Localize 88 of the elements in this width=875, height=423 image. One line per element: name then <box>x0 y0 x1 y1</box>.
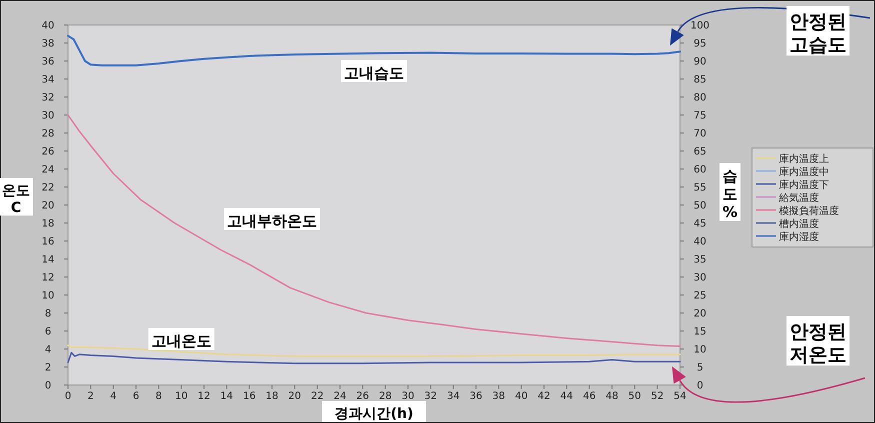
y2-tick-label: 100 <box>690 20 710 32</box>
y2-tick-label: 55 <box>694 182 706 194</box>
x-tick-label: 10 <box>174 391 188 402</box>
y2-tick-label: 5 <box>696 362 704 374</box>
y-tick-label: 16 <box>42 236 54 248</box>
legend-label: 庫内温度下 <box>779 179 829 191</box>
legend-label: 槽内温度 <box>779 218 819 230</box>
y2-tick-label: 30 <box>694 272 706 284</box>
y2-tick-label: 35 <box>694 254 706 266</box>
y-tick-label: 8 <box>44 308 52 320</box>
y-axis-title: 온도 C <box>2 183 30 216</box>
legend-label: 庫内温度中 <box>779 166 829 178</box>
x-tick-label: 24 <box>334 391 346 402</box>
x-tick-label: 0 <box>64 391 72 402</box>
y-tick-label: 6 <box>44 326 52 338</box>
y2-tick-label: 85 <box>694 74 706 86</box>
y2-axis-title: 습도 % <box>722 167 738 221</box>
y-tick-label: 10 <box>42 290 54 302</box>
x-tick-label: 18 <box>266 391 278 402</box>
x-tick-label: 22 <box>310 391 324 402</box>
y2-tick-label: 80 <box>694 92 706 104</box>
x-tick-label: 34 <box>446 391 460 402</box>
y-tick-label: 28 <box>42 128 54 140</box>
y2-tick-label: 25 <box>694 290 706 302</box>
y-tick-label: 24 <box>42 164 54 176</box>
x-tick-label: 12 <box>198 391 210 402</box>
x-tick-label: 8 <box>155 391 162 402</box>
y-tick-label: 2 <box>44 362 52 374</box>
y-tick-label: 38 <box>42 38 54 50</box>
legend-label: 給気温度 <box>778 192 819 204</box>
x-tick-label: 38 <box>492 391 506 402</box>
y-tick-label: 34 <box>42 74 54 86</box>
x-tick-label: 40 <box>514 391 528 402</box>
x-tick-label: 20 <box>288 391 302 402</box>
y2-tick-label: 90 <box>694 56 706 68</box>
annotation: 고내습도 <box>344 64 404 82</box>
legend-label: 庫内湿度 <box>779 231 819 243</box>
legend-label: 模擬負荷温度 <box>779 205 839 217</box>
y-tick-label: 12 <box>42 272 54 284</box>
line-series <box>67 114 681 348</box>
y-tick-label: 26 <box>42 146 54 158</box>
annotation: 고내부하온도 <box>227 212 317 230</box>
y2-tick-label: 95 <box>694 38 706 50</box>
y-tick-label: 20 <box>42 200 54 212</box>
x-tick-label: 28 <box>378 391 392 402</box>
y-tick-label: 18 <box>42 218 54 230</box>
y-tick-label: 14 <box>42 254 54 266</box>
x-tick-label: 6 <box>132 391 140 402</box>
y2-tick-label: 40 <box>694 236 706 248</box>
annotation: 고내온도 <box>151 332 212 350</box>
y2-tick-label: 70 <box>694 128 706 140</box>
x-tick-label: 36 <box>470 391 482 402</box>
line-series <box>67 34 681 66</box>
x-tick-label: 32 <box>424 391 438 402</box>
y2-tick-label: 60 <box>694 164 706 176</box>
y2-tick-label: 0 <box>696 380 704 392</box>
x-tick-label: 26 <box>356 391 370 402</box>
y-tick-label: 30 <box>42 110 54 122</box>
y2-tick-label: 65 <box>694 146 706 158</box>
y2-tick-label: 50 <box>694 200 706 212</box>
y-tick-label: 32 <box>42 92 54 104</box>
x-tick-label: 44 <box>560 391 574 402</box>
x-tick-label: 16 <box>242 391 256 402</box>
x-tick-label: 50 <box>628 391 642 402</box>
x-tick-label: 42 <box>538 391 550 402</box>
x-tick-label: 14 <box>220 391 234 402</box>
x-tick-label: 48 <box>606 391 618 402</box>
y2-tick-label: 45 <box>694 218 706 230</box>
y2-tick-label: 15 <box>694 326 706 338</box>
x-tick-label: 4 <box>110 391 117 402</box>
line-series <box>67 352 681 364</box>
y2-tick-label: 10 <box>694 344 706 356</box>
y-tick-label: 0 <box>44 380 52 392</box>
x-tick-label: 2 <box>87 391 94 402</box>
x-tick-label: 30 <box>402 391 414 402</box>
x-tick-label: 46 <box>582 391 596 402</box>
text: 안정된 고습도 <box>790 11 846 56</box>
x-tick-label: 52 <box>650 391 664 402</box>
x-tick-label: 54 <box>674 391 686 402</box>
y-tick-label: 40 <box>42 20 54 32</box>
y2-tick-label: 20 <box>694 308 706 320</box>
text: 안정된 저온도 <box>790 321 846 366</box>
y-tick-label: 4 <box>44 344 52 356</box>
y-tick-label: 36 <box>42 56 54 68</box>
y-tick-label: 22 <box>42 182 54 194</box>
legend-label: 庫内温度上 <box>779 153 829 165</box>
x-axis-title: 경과시간(h) <box>334 406 414 422</box>
y2-tick-label: 75 <box>694 110 706 122</box>
